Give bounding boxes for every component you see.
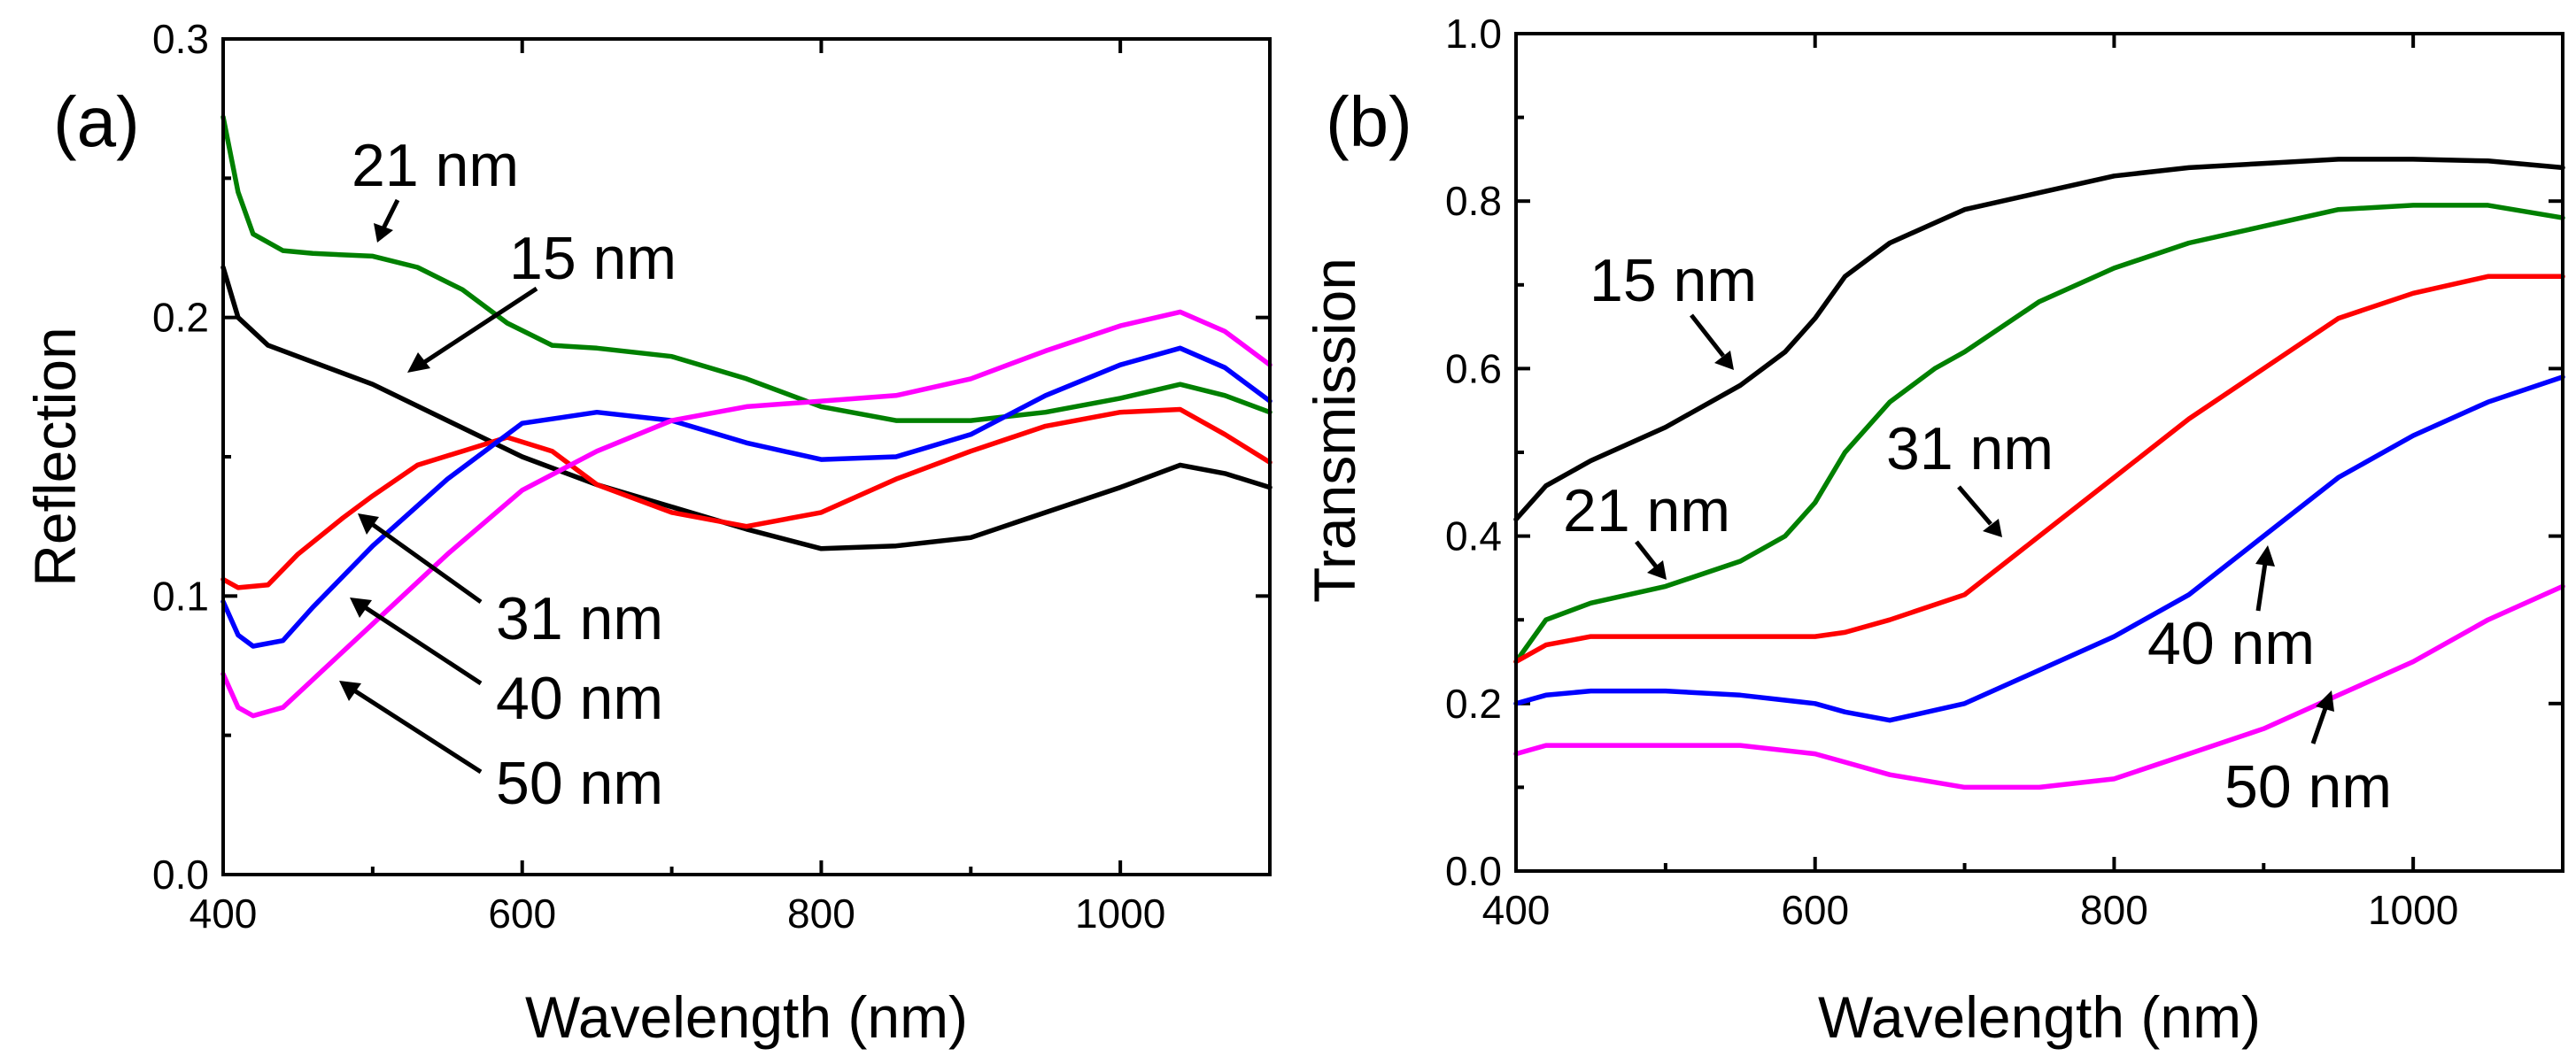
panel-b-arrow-50nm — [2310, 707, 2328, 744]
panel-b-series-31nm — [1513, 274, 2565, 665]
panel-b-frame — [1514, 32, 2564, 873]
panel-b-ytick-label: 0.4 — [1445, 513, 1502, 559]
panel-a-ytick-label: 0.2 — [152, 295, 209, 341]
panel-a-arrow-31nm — [370, 521, 483, 605]
panel-b-label: (b) — [1326, 82, 1412, 161]
panel-a-arrowhead-15nm — [407, 352, 430, 373]
panel-b-axes: 400 600 800 1000 0.0 0.2 0.4 0.6 0.8 1.0 — [1445, 11, 2563, 933]
panel-b-xtick-label: 400 — [1482, 887, 1551, 933]
panel-b-ytick-label: 0.0 — [1445, 848, 1502, 894]
panel-a-annotation-40nm: 40 nm — [496, 665, 663, 732]
panel-b-series-15nm — [1513, 157, 2565, 522]
panel-a-annotation-21nm: 21 nm — [352, 132, 519, 199]
panel-a-ylabel: Reflection — [22, 327, 88, 587]
panel-b-arrow-21nm — [1635, 540, 1658, 568]
panel-a-arrowhead-50nm — [339, 681, 361, 701]
panel-a-arrow-40nm — [363, 605, 483, 686]
panel-b-xlabel: Wavelength (nm) — [1818, 984, 2261, 1050]
panel-b-annotation-15nm: 15 nm — [1590, 247, 1757, 314]
panel-a-arrow-21nm — [380, 198, 400, 232]
panel-a-arrowhead-21nm — [374, 223, 393, 243]
panel-a-series-40nm — [220, 345, 1273, 649]
panel-b-ytick-label: 1.0 — [1445, 11, 1502, 57]
panel-a-arrowhead-40nm — [350, 598, 372, 618]
panel-b-ytick-label: 0.6 — [1445, 345, 1502, 391]
panel-b-series-40nm — [1513, 374, 2565, 723]
panel-a-xtick-label: 1000 — [1075, 891, 1165, 937]
panel-a-annotation-15nm: 15 nm — [509, 225, 677, 292]
panel-a-arrow-50nm — [352, 688, 483, 775]
panel-a-ytick-label: 0.3 — [152, 16, 209, 62]
panel-b-annotation-21nm: 21 nm — [1563, 477, 1730, 544]
panel-a-arrowhead-31nm — [358, 513, 379, 535]
panel-b-arrowhead-40nm — [2255, 545, 2275, 567]
panel-a-series-31nm — [220, 406, 1273, 590]
panel-b-xtick-label: 1000 — [2368, 887, 2458, 933]
panel-b-arrowhead-31nm — [1983, 519, 2002, 537]
panel-a-arrow-15nm — [422, 286, 538, 366]
panel-a-xlabel: Wavelength (nm) — [525, 984, 968, 1050]
panel-b-annotation-31nm: 31 nm — [1886, 415, 2054, 482]
panel-b-arrow-40nm — [2255, 562, 2268, 612]
panel-b-ytick-label: 0.2 — [1445, 681, 1502, 727]
panel-a-series-21nm — [220, 114, 1273, 423]
panel-a-xtick-label: 800 — [787, 891, 855, 937]
panel-b-arrowhead-50nm — [2316, 690, 2334, 712]
panel-b-arrow-15nm — [1690, 313, 1725, 358]
panel-a-series — [220, 114, 1273, 719]
panel-a-xtick-label: 400 — [190, 891, 258, 937]
panel-a-ytick-label: 0.1 — [152, 573, 209, 619]
panel-b-arrowhead-15nm — [1714, 351, 1734, 370]
panel-a-annotation-31nm: 31 nm — [496, 585, 663, 652]
panel-a-annotation-50nm: 50 nm — [496, 750, 663, 817]
panel-a-axes: 400 600 800 1000 0.0 0.1 0.2 0.3 — [152, 16, 1270, 937]
panel-a-frame — [221, 37, 1272, 876]
panel-b-ylabel: Transmission — [1302, 258, 1367, 603]
panel-b-ytick-label: 0.8 — [1445, 178, 1502, 224]
panel-a: (a) 400 600 800 1000 0.0 0.1 0.2 0.3 Wavelength… — [22, 16, 1273, 1050]
panel-b-annotation-40nm: 40 nm — [2147, 610, 2315, 677]
panel-b-xtick-label: 600 — [1781, 887, 1849, 933]
panel-b-series — [1513, 157, 2565, 790]
panel-a-series-50nm — [220, 309, 1273, 719]
panel-b: (b) 400 600 800 1000 0.0 0.2 0.4 0.6 0.8 1.0 Wave… — [1302, 11, 2565, 1050]
panel-a-ytick-label: 0.0 — [152, 852, 209, 898]
panel-b-series-21nm — [1513, 203, 2565, 665]
panel-a-xtick-label: 600 — [488, 891, 556, 937]
panel-b-annotation-50nm: 50 nm — [2224, 753, 2392, 821]
panel-b-xtick-label: 800 — [2080, 887, 2148, 933]
panel-b-series-50nm — [1513, 583, 2565, 790]
panel-b-arrowhead-21nm — [1647, 560, 1667, 580]
panel-a-label: (a) — [53, 82, 140, 161]
panel-b-arrow-31nm — [1957, 485, 1992, 526]
